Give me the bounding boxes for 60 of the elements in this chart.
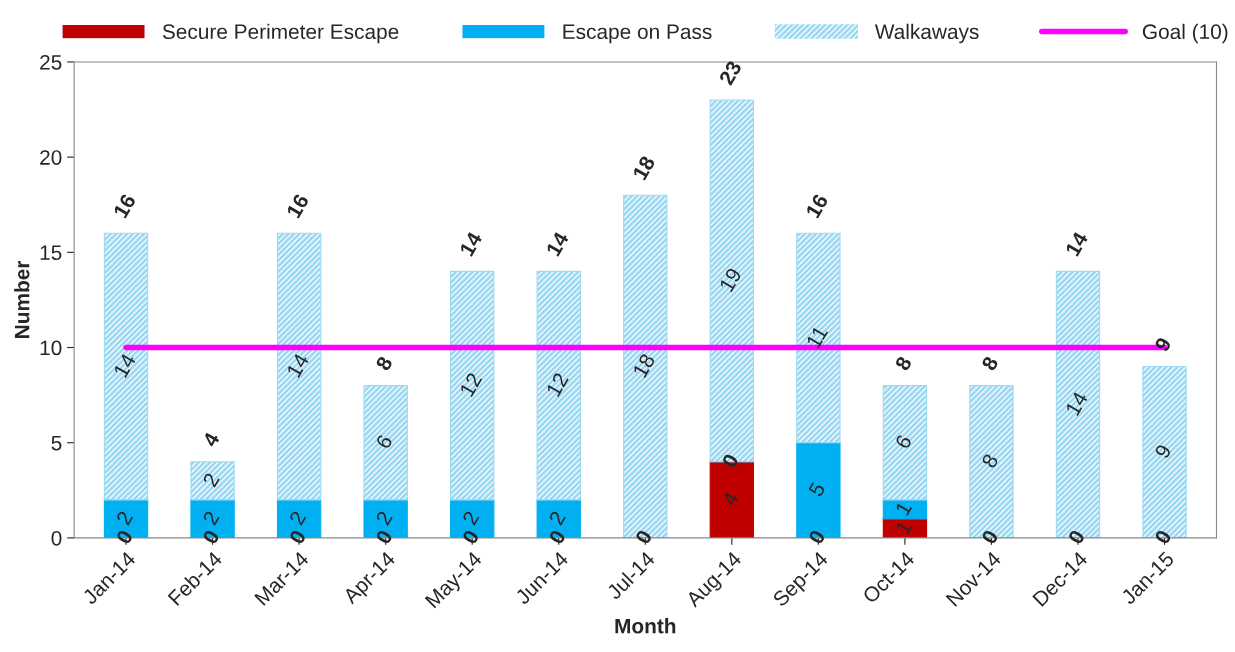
data-label: 6 [375, 433, 393, 450]
data-label: 2 [548, 510, 566, 526]
data-label: 2 [202, 472, 220, 488]
data-label: 0 [288, 529, 307, 545]
y-tick-label: 15 [40, 245, 62, 261]
total-label: 8 [375, 355, 394, 372]
data-label: 0 [202, 529, 220, 545]
data-label: 0 [548, 529, 567, 545]
data-label: 19 [718, 267, 742, 293]
data-label: 14 [286, 352, 310, 378]
data-label: 4 [721, 490, 740, 508]
data-label: 0 [807, 529, 826, 545]
total-label: 18 [632, 154, 656, 181]
data-label: 1 [895, 519, 912, 535]
legend-label: Goal (10) [1142, 23, 1228, 44]
total-label: 14 [459, 230, 483, 257]
legend-label: Secure Perimeter Escape [162, 23, 399, 44]
total-label: 8 [980, 355, 999, 372]
data-label: 1 [895, 500, 912, 516]
data-label: 2 [288, 510, 307, 526]
total-label: 8 [894, 355, 913, 372]
total-label: 14 [545, 230, 570, 257]
data-label: 2 [461, 510, 480, 526]
data-label: 2 [202, 510, 220, 526]
y-axis-title: Number [14, 260, 30, 338]
total-label: 4 [202, 431, 221, 448]
data-label: 0 [634, 529, 653, 545]
data-label: 2 [115, 510, 134, 526]
y-tick-label: 20 [40, 150, 62, 165]
data-label: 9 [1154, 443, 1172, 460]
data-label: 0 [115, 529, 134, 545]
total-label: 16 [286, 193, 310, 219]
y-tick-label: 10 [40, 340, 62, 356]
total-label: 14 [1065, 230, 1089, 257]
data-label: 11 [806, 325, 828, 349]
data-label: 6 [894, 433, 913, 450]
legend-label: Escape on Pass [563, 24, 712, 44]
y-tick-label: 0 [51, 530, 62, 546]
data-label: 2 [375, 510, 393, 526]
data-label: 12 [545, 371, 569, 397]
data-label: 0 [721, 452, 740, 469]
total-label: 23 [718, 59, 743, 86]
x-axis-title: Month [615, 618, 676, 634]
total-label: 16 [112, 193, 137, 219]
data-label: 14 [1065, 390, 1089, 416]
data-label: 8 [981, 452, 999, 469]
data-label: 0 [461, 529, 480, 545]
total-label: 9 [1154, 336, 1172, 353]
total-label: 16 [805, 193, 829, 219]
data-label: 18 [632, 352, 656, 379]
data-label: 0 [981, 529, 999, 545]
data-label: 0 [1067, 529, 1086, 545]
data-label: 5 [808, 481, 826, 498]
legend-label: Walkaways [874, 23, 979, 44]
y-tick-label: 5 [51, 435, 62, 451]
y-tick-label: 25 [40, 54, 62, 70]
data-label: 0 [1154, 529, 1172, 545]
data-label: 12 [459, 371, 483, 397]
data-label: 14 [113, 352, 137, 378]
data-label: 0 [375, 529, 393, 545]
